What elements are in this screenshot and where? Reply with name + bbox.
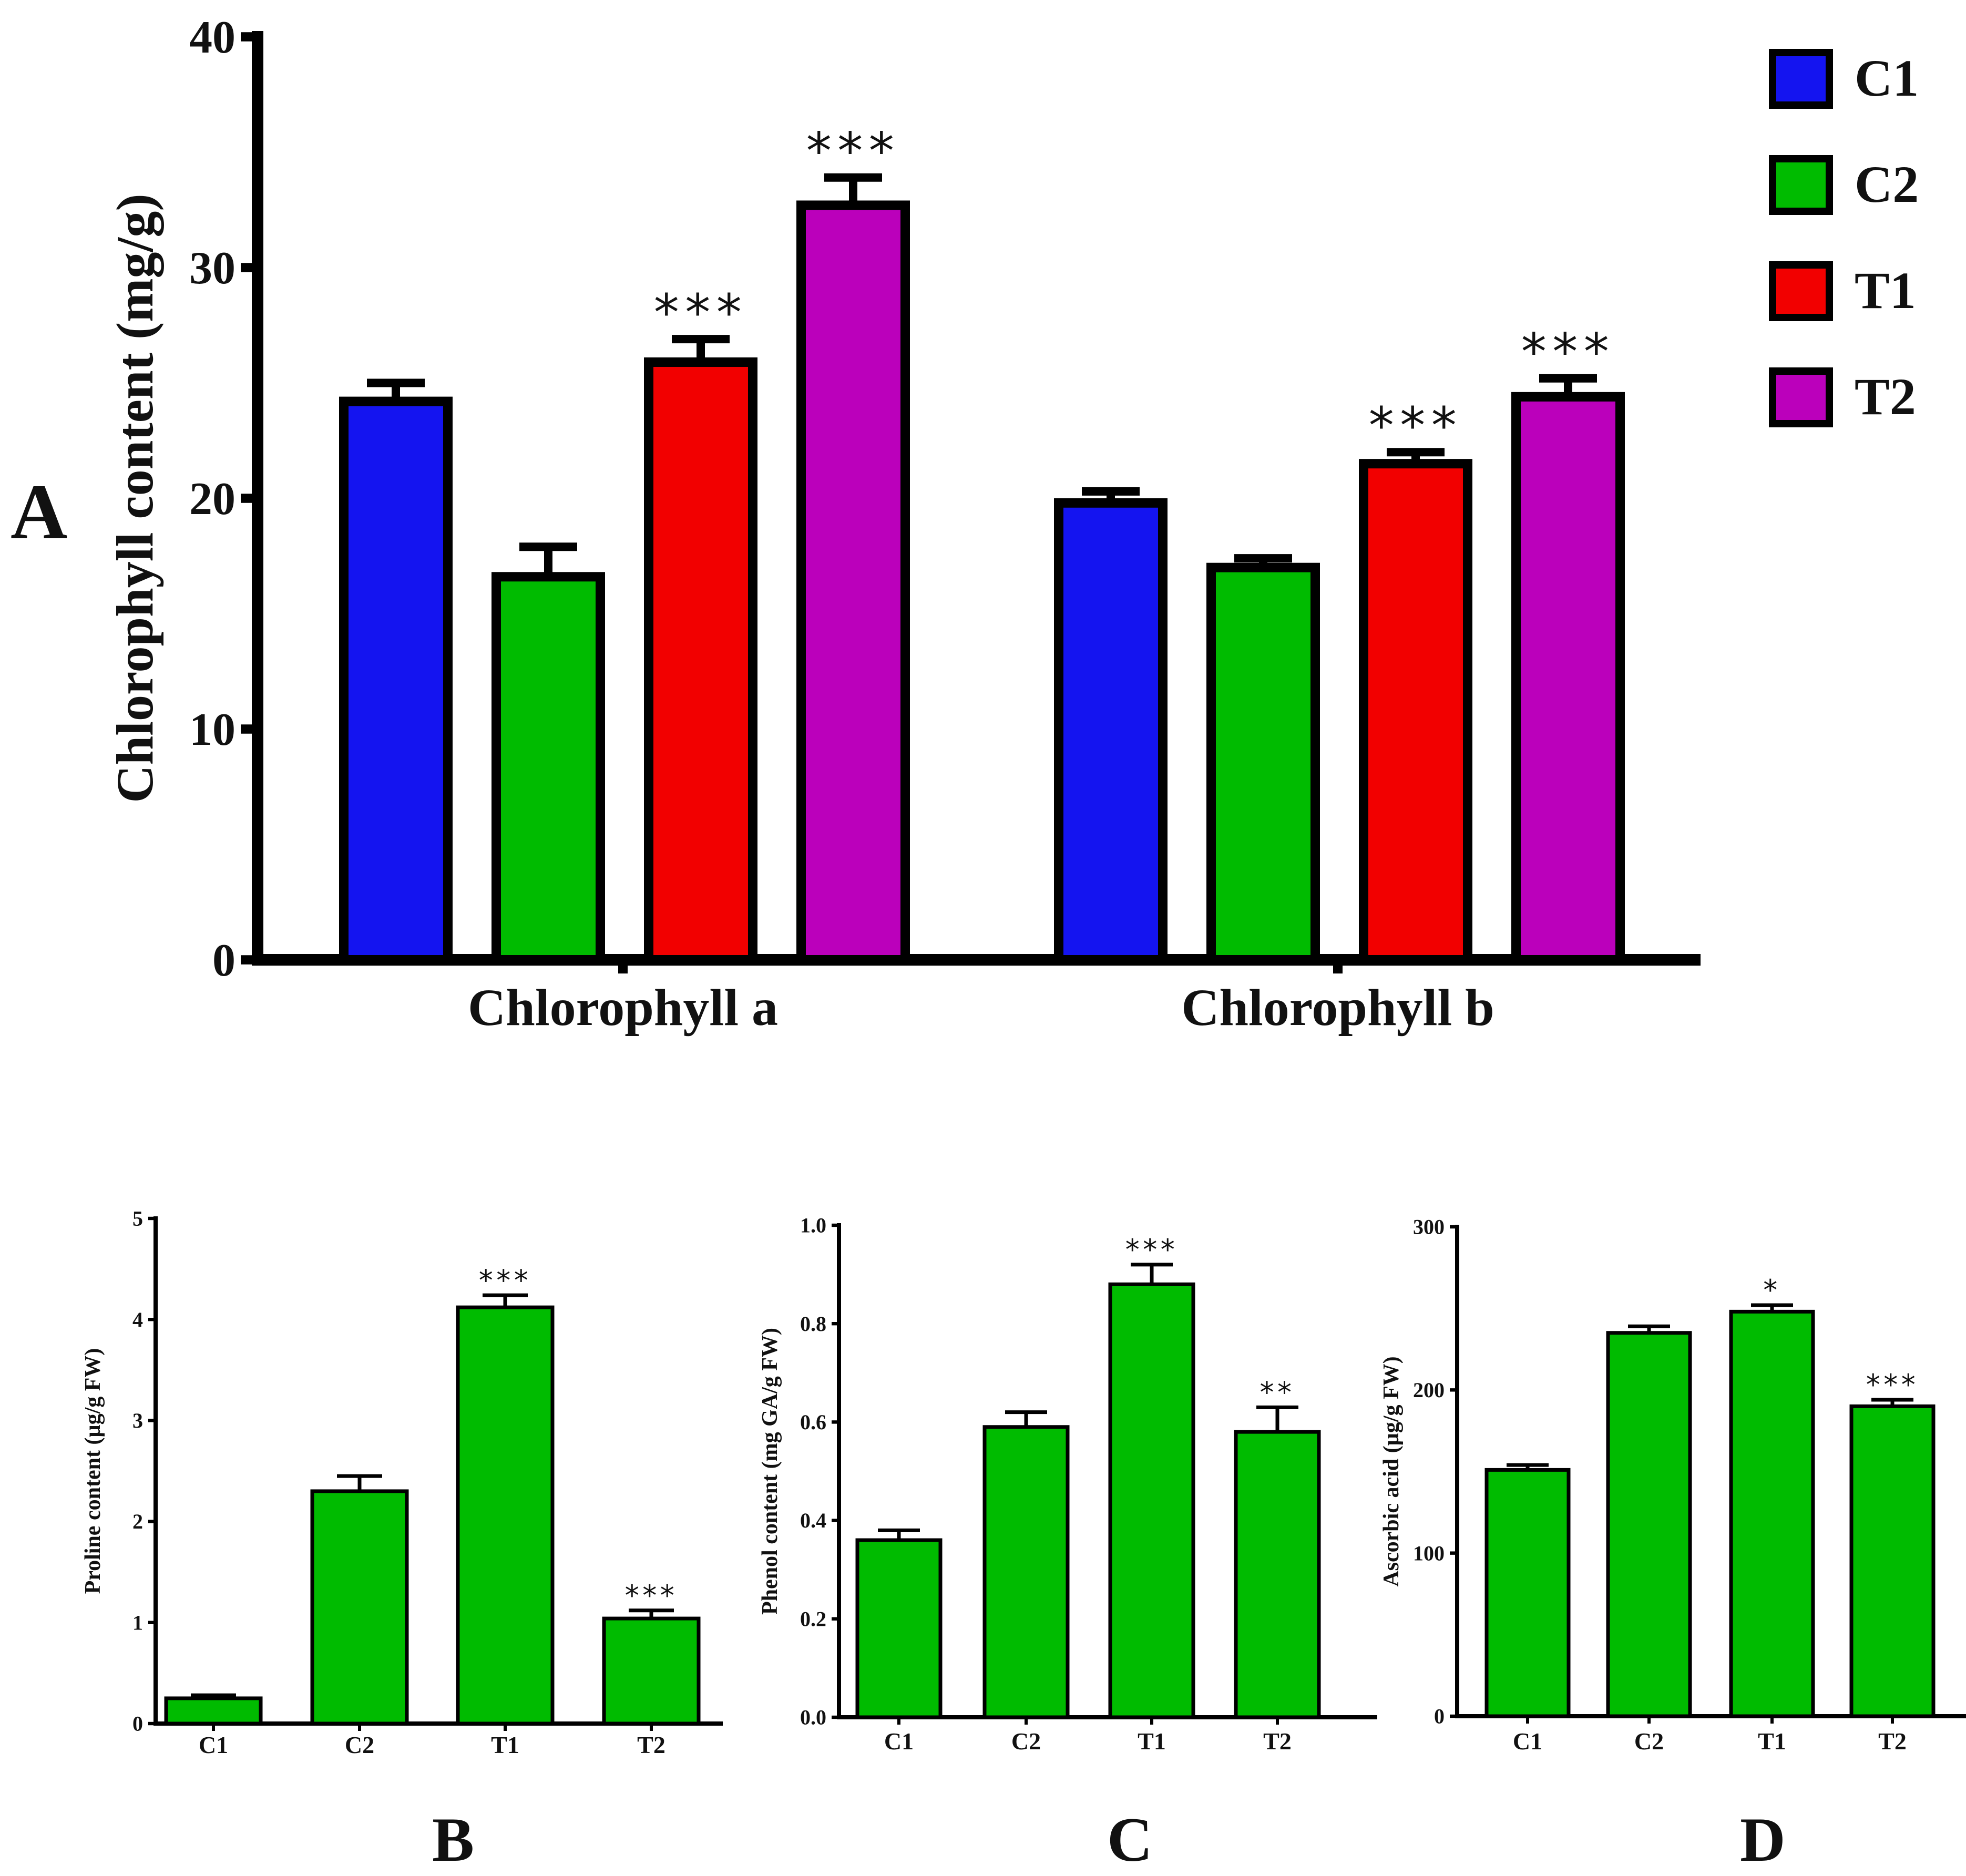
x-category-label: C1 (199, 1731, 228, 1758)
panel-b-t2-significance: *** (625, 1579, 678, 1612)
panel-b-t2-bar (602, 1616, 701, 1726)
y-tick-label: 100 (1413, 1541, 1445, 1565)
panel-label: A (11, 468, 67, 556)
legend-label-c1: C1 (1855, 49, 1919, 107)
x-category-label: T2 (1878, 1728, 1907, 1755)
panel-a-c1-chl-b-bar (1054, 498, 1168, 965)
x-category-label: T1 (491, 1731, 519, 1758)
panel-b-chart: 0 1 2 3 4 5 Proline content (µg/g FW) B C1 C2 *** T… (81, 1207, 723, 1874)
panel-c-t2-bar (1234, 1430, 1321, 1719)
x-category-label: Chlorophyll a (468, 978, 778, 1037)
panel-a-c2-chl-b-bar (1206, 562, 1320, 965)
panel-d-c2-bar (1606, 1331, 1692, 1718)
y-tick-label: 10 (189, 704, 235, 755)
y-tick-label: 300 (1413, 1215, 1445, 1239)
panel-a-t2-chl-b-bar (1511, 392, 1625, 965)
panel-d-c1-bar (1484, 1468, 1571, 1718)
panel-a-chart: 0 10 20 30 40 Chlorophyll content (mg/g) A *** *… (11, 12, 1919, 1037)
panel-c-t2-significance: ** (1260, 1376, 1295, 1409)
y-tick-label: 4 (132, 1308, 143, 1331)
x-category-label: T2 (637, 1731, 665, 1758)
panel-a-t1-chl-a-bar (644, 357, 757, 965)
panel-c-t1-bar (1108, 1282, 1195, 1719)
legend-swatch-c2 (1769, 155, 1833, 215)
x-category-label: Chlorophyll b (1181, 978, 1494, 1037)
y-tick-label: 1 (132, 1611, 143, 1634)
y-tick-label: 30 (189, 243, 235, 294)
y-axis-title: Proline content (µg/g FW) (81, 1348, 105, 1594)
x-category-label: C2 (1634, 1728, 1664, 1755)
y-tick-label: 3 (132, 1409, 143, 1432)
x-category-label: C1 (1513, 1728, 1542, 1755)
panel-d-chart: 0 100 200 300 Ascorbic acid (µg/g FW) D C1 C2 * T… (1379, 1215, 1966, 1874)
legend-label-t1: T1 (1855, 261, 1916, 320)
y-tick-label: 0.4 (800, 1509, 826, 1532)
panel-d-t2-bar (1849, 1404, 1936, 1718)
panel-a-t1-chl-b-significance: *** (1369, 396, 1463, 455)
panel-label: B (432, 1805, 474, 1874)
panel-c-c1-bar (855, 1538, 943, 1719)
y-tick-label: 2 (132, 1510, 143, 1533)
panel-c-c2-bar (982, 1425, 1070, 1719)
panel-d-t1-significance: * (1763, 1274, 1780, 1307)
panel-a-t2-chl-a-bar (796, 200, 910, 965)
legend-swatch-t2 (1769, 367, 1833, 427)
panel-b-t1-bar (456, 1305, 555, 1726)
y-axis-title: Ascorbic acid (µg/g FW) (1379, 1356, 1404, 1586)
panel-c-chart: 0.0 0.2 0.4 0.6 0.8 1.0 Phenol content (mg GA/… (758, 1214, 1377, 1874)
x-category-label: C1 (884, 1728, 914, 1755)
y-axis-title: Chlorophyll content (mg/g) (106, 193, 164, 803)
y-tick-label: 0.2 (800, 1607, 826, 1631)
y-tick-label: 40 (189, 12, 235, 63)
y-tick-label: 200 (1413, 1378, 1445, 1402)
panel-label: C (1107, 1805, 1153, 1874)
legend-label-c2: C2 (1855, 155, 1919, 213)
y-tick-label: 1.0 (800, 1214, 826, 1237)
panel-d-t1-bar (1729, 1309, 1815, 1718)
legend-swatch-c1 (1769, 49, 1833, 109)
x-category-label: C2 (1011, 1728, 1041, 1755)
y-tick-label: 0 (132, 1712, 143, 1736)
y-tick-label: 0.6 (800, 1410, 826, 1434)
y-axis-title: Phenol content (mg GA/g FW) (758, 1328, 782, 1615)
panel-b-c2-bar (310, 1489, 409, 1726)
x-category-label: T2 (1263, 1728, 1292, 1755)
legend-label-t2: T2 (1855, 367, 1916, 426)
legend-swatch-t1 (1769, 261, 1833, 321)
panel-label: D (1740, 1805, 1786, 1874)
panel-b-c1-bar (164, 1696, 263, 1726)
panel-a-c2-chl-a-bar (491, 572, 605, 965)
panel-d-t2-significance: *** (1866, 1368, 1919, 1401)
panel-b-t1-significance: *** (479, 1264, 531, 1297)
panel-a-t1-chl-b-bar (1359, 459, 1472, 965)
y-tick-label: 0.0 (800, 1706, 826, 1729)
panel-a-t2-chl-b-significance: *** (1521, 322, 1615, 381)
y-tick-label: 0 (1434, 1705, 1445, 1728)
y-tick-label: 5 (132, 1207, 143, 1231)
panel-a-t1-chl-a-significance: *** (654, 283, 748, 342)
x-category-label: T1 (1138, 1728, 1166, 1755)
y-tick-label: 0.8 (800, 1312, 826, 1336)
panel-a-c1-chl-a-bar (339, 396, 453, 965)
x-category-label: C2 (345, 1731, 374, 1758)
panel-a-t2-chl-a-significance: *** (806, 122, 900, 181)
x-category-label: T1 (1758, 1728, 1786, 1755)
legend: C1 C2 T1 T2 (1769, 49, 1919, 427)
y-tick-label: 20 (189, 474, 235, 525)
panel-c-t1-significance: *** (1125, 1233, 1178, 1266)
y-tick-label: 0 (212, 935, 235, 986)
